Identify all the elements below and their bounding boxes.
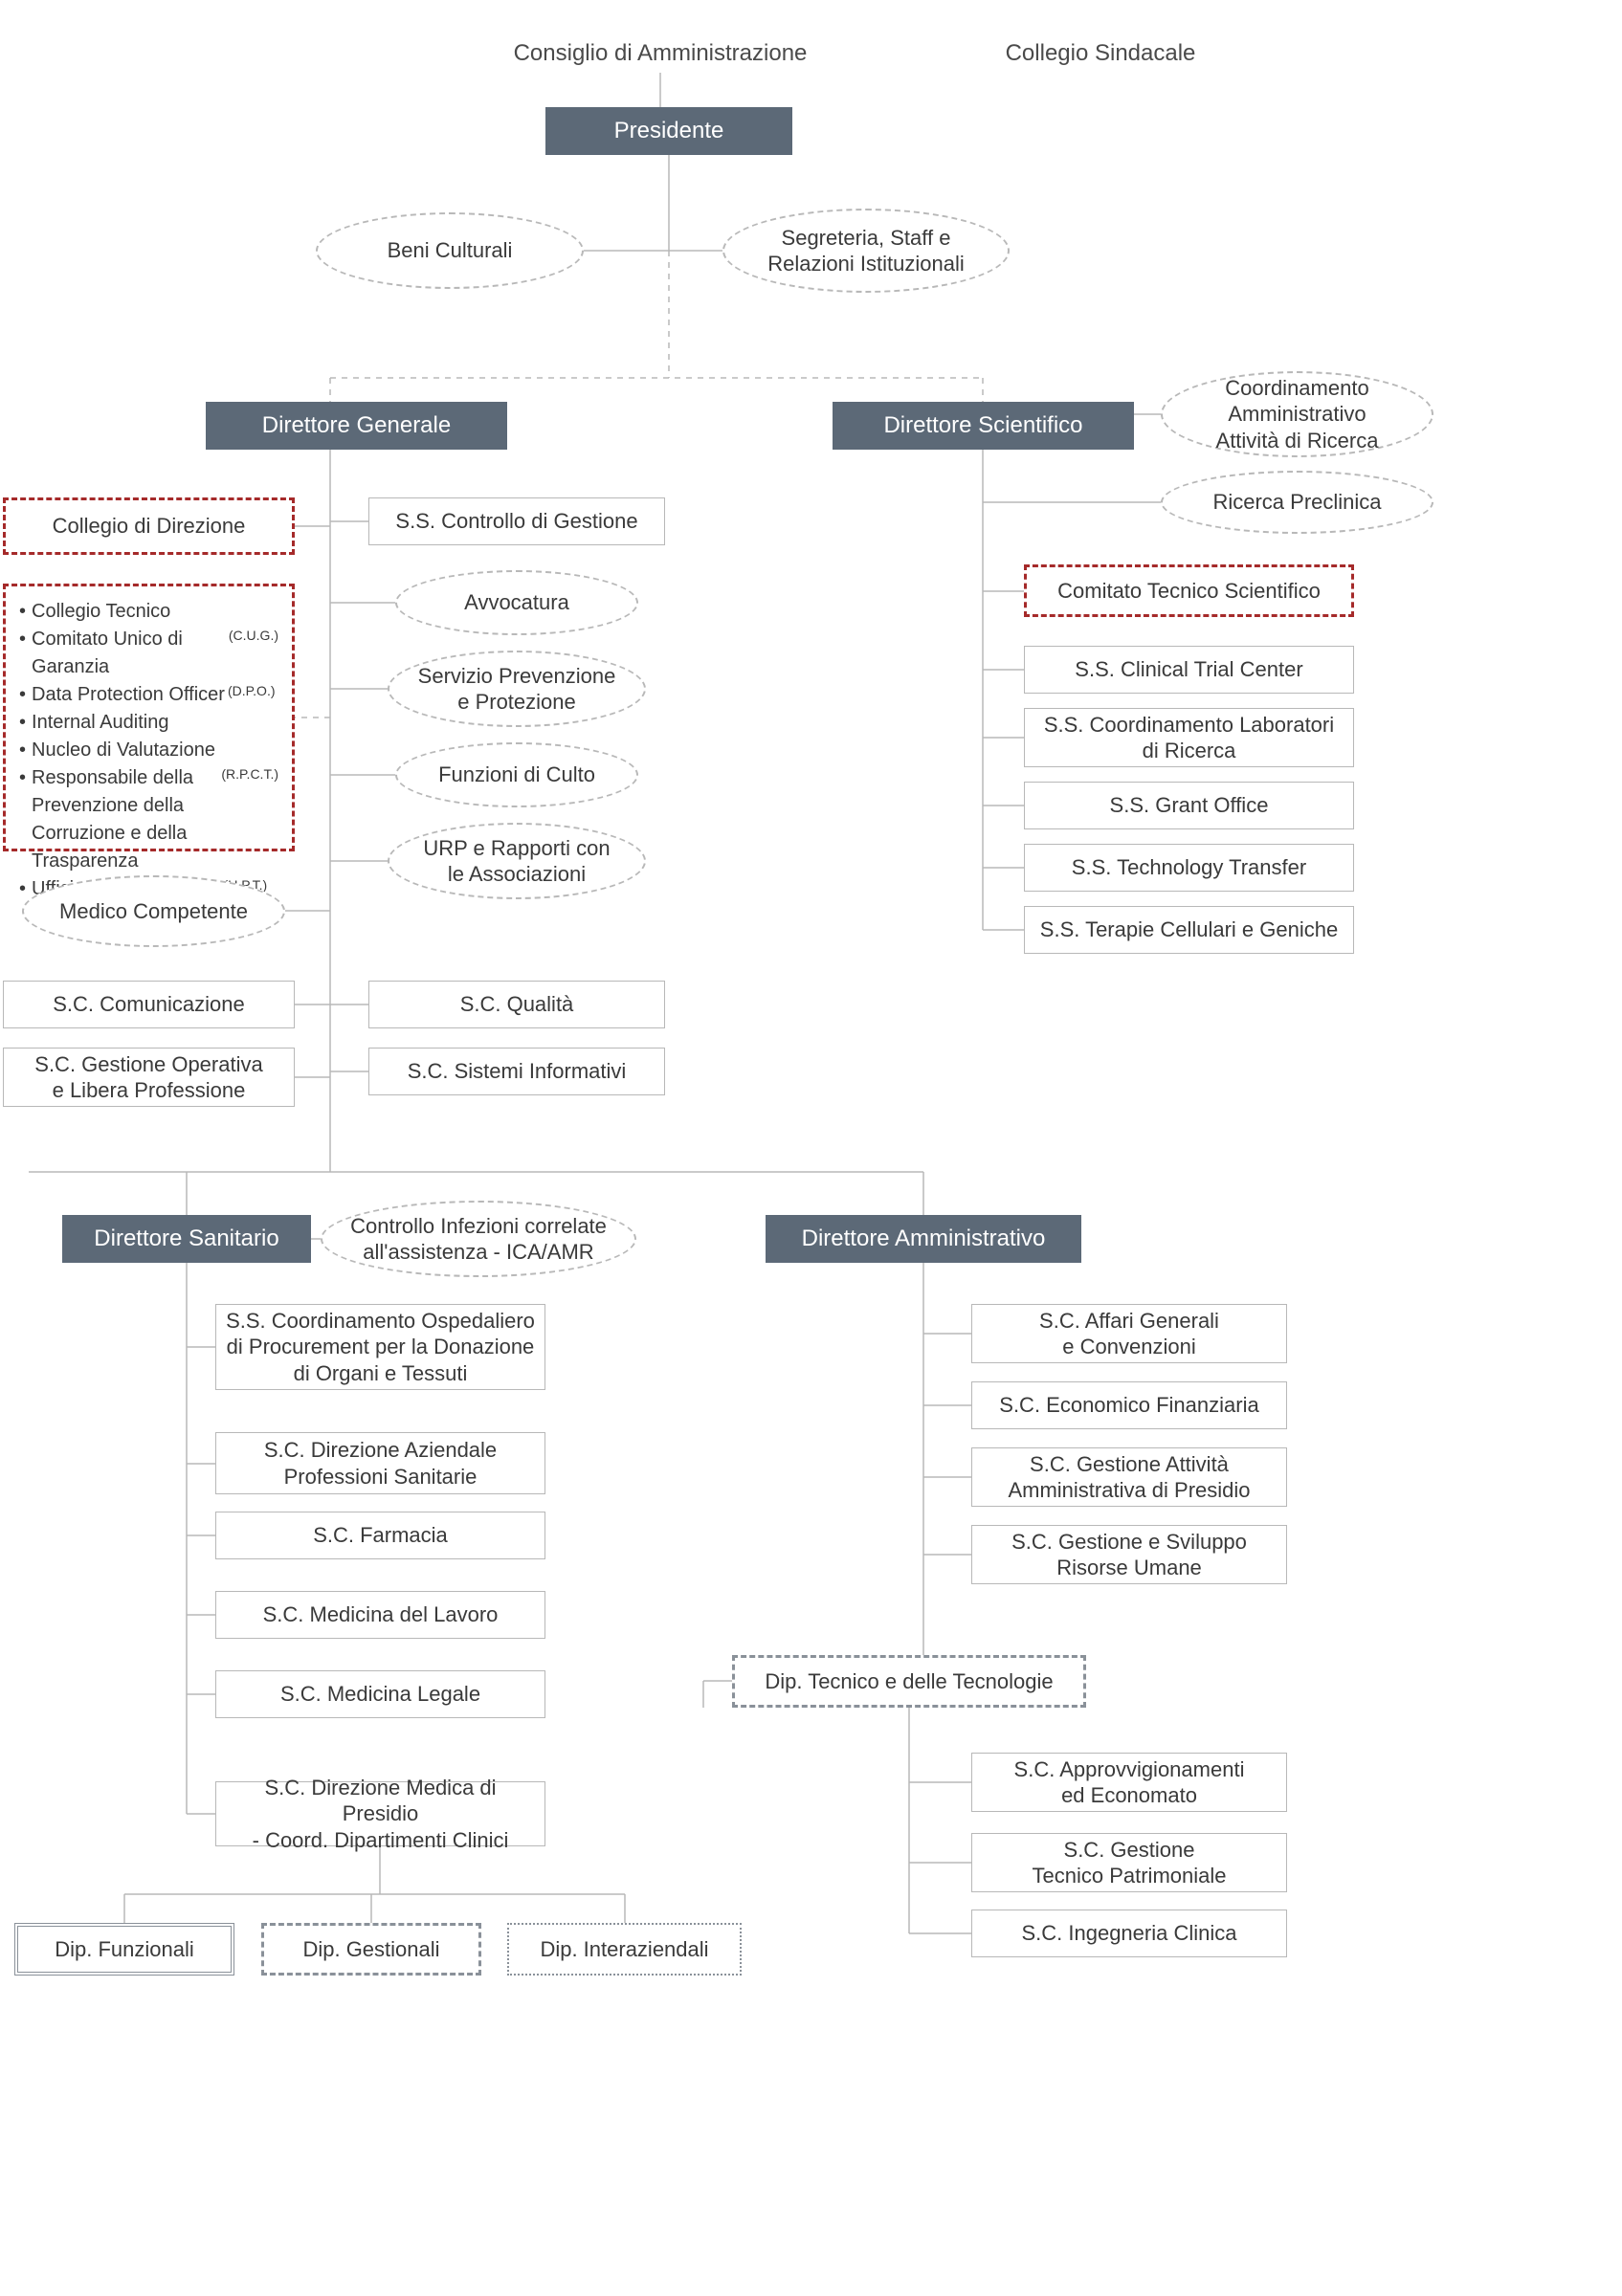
listbox-item-small: (R.P.C.T.) [221, 764, 278, 875]
node-gest_tecn: S.C. GestioneTecnico Patrimoniale [971, 1833, 1287, 1892]
bullet-icon: • [19, 764, 26, 875]
node-controllo: S.S. Controllo di Gestione [368, 497, 665, 545]
listbox-item-text: Nucleo di Valutazione [32, 737, 215, 764]
node-ricerca_pre: Ricerca Preclinica [1161, 471, 1433, 534]
node-comunicazione: S.C. Comunicazione [3, 981, 295, 1028]
listbox-item-0: •Collegio Tecnico [19, 598, 170, 626]
node-grant: S.S. Grant Office [1024, 782, 1354, 829]
node-econ: S.C. Economico Finanziaria [971, 1381, 1287, 1429]
node-coord_osp: S.S. Coordinamento Ospedalierodi Procure… [215, 1304, 545, 1390]
node-affari: S.C. Affari Generalie Convenzioni [971, 1304, 1287, 1363]
node-coll_dir: Collegio di Direzione [3, 497, 295, 555]
node-ctc: S.S. Clinical Trial Center [1024, 646, 1354, 694]
node-approv: S.C. Approvvigionamentied Economato [971, 1753, 1287, 1812]
node-cts: Comitato Tecnico Scientifico [1024, 564, 1354, 617]
node-qualita: S.C. Qualità [368, 981, 665, 1028]
bullet-icon: • [19, 598, 26, 626]
node-segreteria: Segreteria, Staff eRelazioni Istituziona… [722, 209, 1010, 293]
node-urp: URP e Rapporti conle Associazioni [388, 823, 646, 899]
node-dsan: Direttore Sanitario [62, 1215, 311, 1263]
node-avvocatura: Avvocatura [395, 570, 638, 635]
node-sistemi: S.C. Sistemi Informativi [368, 1048, 665, 1095]
node-coord_lab: S.S. Coordinamento Laboratoridi Ricerca [1024, 708, 1354, 767]
node-terapie: S.S. Terapie Cellulari e Geniche [1024, 906, 1354, 954]
node-dir_med: S.C. Direzione Medica di Presidio- Coord… [215, 1781, 545, 1846]
node-presidente: Presidente [545, 107, 792, 155]
node-prevenzione: Servizio Prevenzionee Protezione [388, 651, 646, 727]
node-ing_clin: S.C. Ingegneria Clinica [971, 1910, 1287, 1957]
node-consiglio: Consiglio di Amministrazione [478, 34, 842, 73]
node-collegio_sind: Collegio Sindacale [976, 34, 1225, 73]
listbox-item-text: Internal Auditing [32, 709, 168, 737]
listbox-item-4: •Nucleo di Valutazione [19, 737, 215, 764]
node-med_leg: S.C. Medicina Legale [215, 1670, 545, 1718]
listbox-item-5: •Responsabile della Prevenzione della Co… [19, 764, 278, 875]
node-gest_sv: S.C. Gestione e SviluppoRisorse Umane [971, 1525, 1287, 1584]
node-dip_inter: Dip. Interaziendali [507, 1923, 742, 1976]
bullet-icon: • [19, 626, 26, 681]
node-culto: Funzioni di Culto [395, 742, 638, 807]
node-dip_funz: Dip. Funzionali [14, 1923, 234, 1976]
node-dip_gest: Dip. Gestionali [261, 1923, 481, 1976]
node-ds: Direttore Scientifico [833, 402, 1134, 450]
listbox-item-2: •Data Protection Officer(D.P.O.) [19, 681, 276, 709]
listbox-item-3: •Internal Auditing [19, 709, 168, 737]
bullet-icon: • [19, 681, 26, 709]
node-dip_tecn: Dip. Tecnico e delle Tecnologie [732, 1655, 1086, 1708]
node-beni: Beni Culturali [316, 212, 584, 289]
bullet-icon: • [19, 709, 26, 737]
listbox-item-text: Comitato Unico di Garanzia [32, 626, 226, 681]
listbox-item-text: Responsabile della Prevenzione della Cor… [32, 764, 218, 875]
bullet-icon: • [19, 875, 26, 903]
bullet-icon: • [19, 737, 26, 764]
node-tech_tr: S.S. Technology Transfer [1024, 844, 1354, 892]
node-dir_az: S.C. Direzione AziendaleProfessioni Sani… [215, 1432, 545, 1494]
node-listbox: •Collegio Tecnico•Comitato Unico di Gara… [3, 584, 295, 851]
connectors-layer [0, 0, 1622, 2296]
listbox-item-text: Collegio Tecnico [32, 598, 170, 626]
node-gest_op: S.C. Gestione Operativae Libera Professi… [3, 1048, 295, 1107]
node-damm: Direttore Amministrativo [766, 1215, 1081, 1263]
node-dg: Direttore Generale [206, 402, 507, 450]
listbox-item-1: •Comitato Unico di Garanzia(C.U.G.) [19, 626, 278, 681]
node-farmacia: S.C. Farmacia [215, 1512, 545, 1559]
listbox-item-small: (C.U.G.) [229, 626, 278, 681]
node-coord_amm: CoordinamentoAmministrativoAttività di R… [1161, 371, 1433, 457]
node-gest_att: S.C. Gestione AttivitàAmministrativa di … [971, 1447, 1287, 1507]
node-med_lav: S.C. Medicina del Lavoro [215, 1591, 545, 1639]
node-medico: Medico Competente [22, 875, 285, 947]
node-ica: Controllo Infezioni correlateall'assiste… [321, 1201, 636, 1277]
listbox-item-text: Data Protection Officer [32, 681, 225, 709]
listbox-item-small: (D.P.O.) [228, 681, 276, 709]
